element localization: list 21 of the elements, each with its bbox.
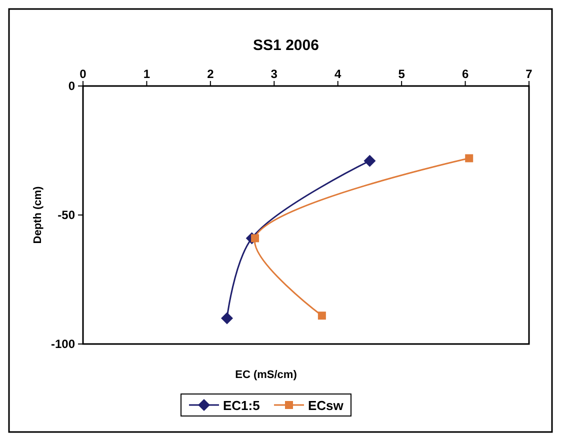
x-tick-label: 6 [462,67,469,81]
y-tick-label: 0 [68,79,76,93]
y-axis-title: Depth (cm) [32,186,44,244]
legend-label: ECsw [308,398,344,413]
x-tick-label: 0 [80,67,87,81]
point [251,234,260,242]
legend-label: EC1:5 [223,398,260,413]
x-tick-label: 2 [207,67,214,81]
chart-title: SS1 2006 [253,37,319,54]
x-tick-label: 1 [143,67,150,81]
point [465,154,474,162]
y-tick-label: -50 [58,208,76,222]
x-tick-label: 4 [334,67,342,81]
y-tick-label: -100 [50,337,76,351]
point [318,312,326,320]
x-tick-label: 7 [526,67,533,81]
x-tick-label: 5 [398,67,406,81]
x-axis-title: EC (mS/cm) [235,369,298,381]
x-tick-label: 3 [270,67,278,81]
point [220,312,233,324]
point [364,154,376,167]
